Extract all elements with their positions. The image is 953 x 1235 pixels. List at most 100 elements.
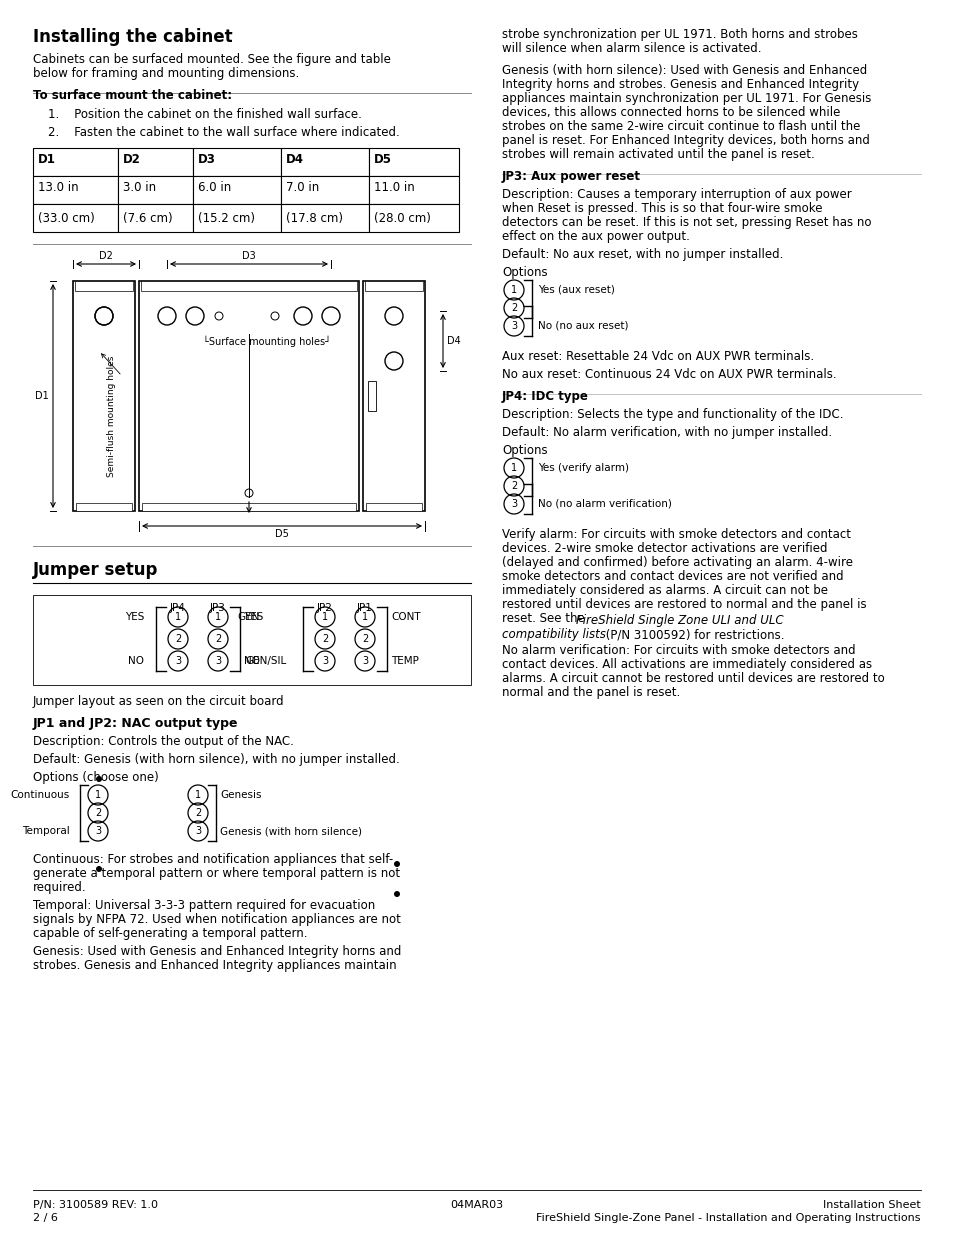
Text: 1: 1 bbox=[95, 790, 101, 800]
Bar bbox=[139, 282, 358, 511]
Text: No aux reset: Continuous 24 Vdc on AUX PWR terminals.: No aux reset: Continuous 24 Vdc on AUX P… bbox=[501, 368, 836, 382]
Text: strobes will remain activated until the panel is reset.: strobes will remain activated until the … bbox=[501, 148, 814, 161]
Circle shape bbox=[96, 866, 102, 872]
Text: Genesis (with horn silence): Used with Genesis and Enhanced: Genesis (with horn silence): Used with G… bbox=[501, 64, 866, 77]
Text: (28.0 cm): (28.0 cm) bbox=[374, 212, 431, 225]
Bar bbox=[193, 204, 281, 232]
Text: generate a temporal pattern or where temporal pattern is not: generate a temporal pattern or where tem… bbox=[33, 867, 399, 881]
Text: 2: 2 bbox=[511, 480, 517, 492]
Text: D3: D3 bbox=[242, 251, 255, 261]
Bar bbox=[118, 177, 193, 204]
Bar bbox=[281, 177, 369, 204]
Bar bbox=[33, 595, 471, 685]
Text: P/N: 3100589 REV: 1.0: P/N: 3100589 REV: 1.0 bbox=[33, 1200, 158, 1210]
Text: 1: 1 bbox=[214, 613, 221, 622]
Text: D4: D4 bbox=[447, 336, 460, 346]
Text: restored until devices are restored to normal and the panel is: restored until devices are restored to n… bbox=[501, 598, 865, 611]
Text: 1: 1 bbox=[194, 790, 201, 800]
Text: 3: 3 bbox=[511, 499, 517, 509]
Text: 11.0 in: 11.0 in bbox=[374, 182, 415, 194]
Text: reset. See the: reset. See the bbox=[501, 613, 588, 625]
Text: D2: D2 bbox=[99, 251, 112, 261]
Text: Aux reset: Resettable 24 Vdc on AUX PWR terminals.: Aux reset: Resettable 24 Vdc on AUX PWR … bbox=[501, 350, 813, 363]
Text: Semi-flush mounting holes: Semi-flush mounting holes bbox=[108, 356, 116, 477]
Text: No (no aux reset): No (no aux reset) bbox=[537, 321, 628, 331]
Text: 2: 2 bbox=[321, 634, 328, 643]
Text: 3: 3 bbox=[95, 826, 101, 836]
Text: JP3: JP3 bbox=[210, 603, 226, 613]
Bar bbox=[73, 282, 135, 511]
Text: 7.0 in: 7.0 in bbox=[286, 182, 319, 194]
Circle shape bbox=[96, 776, 102, 782]
Text: 2: 2 bbox=[361, 634, 368, 643]
Text: 3: 3 bbox=[214, 656, 221, 666]
Text: Temporal: Temporal bbox=[22, 826, 70, 836]
Bar bbox=[363, 282, 424, 511]
Text: 1: 1 bbox=[511, 463, 517, 473]
Bar bbox=[368, 382, 375, 411]
Text: Default: No alarm verification, with no jumper installed.: Default: No alarm verification, with no … bbox=[501, 426, 831, 438]
Text: 1: 1 bbox=[361, 613, 368, 622]
Bar bbox=[193, 148, 281, 177]
Text: smoke detectors and contact devices are not verified and: smoke detectors and contact devices are … bbox=[501, 571, 842, 583]
Text: immediately considered as alarms. A circuit can not be: immediately considered as alarms. A circ… bbox=[501, 584, 827, 597]
Text: YES: YES bbox=[125, 613, 144, 622]
Bar bbox=[369, 177, 458, 204]
Bar bbox=[118, 204, 193, 232]
Text: 1.    Position the cabinet on the finished wall surface.: 1. Position the cabinet on the finished … bbox=[48, 107, 361, 121]
Text: 1: 1 bbox=[174, 613, 181, 622]
Text: (33.0 cm): (33.0 cm) bbox=[38, 212, 94, 225]
Text: JP1 and JP2: NAC output type: JP1 and JP2: NAC output type bbox=[33, 718, 238, 730]
Text: YES: YES bbox=[244, 613, 263, 622]
Bar bbox=[366, 503, 421, 511]
Text: Installing the cabinet: Installing the cabinet bbox=[33, 28, 233, 46]
Text: Description: Causes a temporary interruption of aux power: Description: Causes a temporary interrup… bbox=[501, 188, 851, 201]
Text: signals by NFPA 72. Used when notification appliances are not: signals by NFPA 72. Used when notificati… bbox=[33, 913, 400, 926]
Bar bbox=[76, 503, 132, 511]
Text: alarms. A circuit cannot be restored until devices are restored to: alarms. A circuit cannot be restored unt… bbox=[501, 672, 883, 685]
Bar bbox=[142, 503, 355, 511]
Text: 2: 2 bbox=[511, 303, 517, 312]
Text: effect on the aux power output.: effect on the aux power output. bbox=[501, 230, 689, 243]
Text: D1: D1 bbox=[35, 391, 49, 401]
Circle shape bbox=[394, 861, 399, 867]
Text: Description: Selects the type and functionality of the IDC.: Description: Selects the type and functi… bbox=[501, 408, 842, 421]
Text: Cabinets can be surfaced mounted. See the figure and table: Cabinets can be surfaced mounted. See th… bbox=[33, 53, 391, 65]
Text: Installation Sheet: Installation Sheet bbox=[822, 1200, 920, 1210]
Text: contact devices. All activations are immediately considered as: contact devices. All activations are imm… bbox=[501, 658, 871, 671]
Text: strobes on the same 2-wire circuit continue to flash until the: strobes on the same 2-wire circuit conti… bbox=[501, 120, 860, 133]
Text: Yes (aux reset): Yes (aux reset) bbox=[537, 285, 615, 295]
Text: (15.2 cm): (15.2 cm) bbox=[198, 212, 254, 225]
Text: 13.0 in: 13.0 in bbox=[38, 182, 78, 194]
Text: D2: D2 bbox=[123, 153, 141, 165]
Text: 1: 1 bbox=[511, 285, 517, 295]
Text: Jumper layout as seen on the circuit board: Jumper layout as seen on the circuit boa… bbox=[33, 695, 284, 708]
Text: JP2: JP2 bbox=[316, 603, 333, 613]
Text: To surface mount the cabinet:: To surface mount the cabinet: bbox=[33, 89, 232, 103]
Text: (delayed and confirmed) before activating an alarm. 4-wire: (delayed and confirmed) before activatin… bbox=[501, 556, 852, 569]
Circle shape bbox=[394, 890, 399, 897]
Text: JP4: JP4 bbox=[170, 603, 186, 613]
Text: compatibility lists: compatibility lists bbox=[501, 629, 605, 641]
Bar bbox=[33, 204, 118, 232]
Text: No alarm verification: For circuits with smoke detectors and: No alarm verification: For circuits with… bbox=[501, 643, 855, 657]
Text: Options: Options bbox=[501, 445, 547, 457]
Bar bbox=[33, 177, 118, 204]
Text: panel is reset. For Enhanced Integrity devices, both horns and: panel is reset. For Enhanced Integrity d… bbox=[501, 135, 869, 147]
Text: Options (choose one): Options (choose one) bbox=[33, 771, 158, 784]
Text: Genesis (with horn silence): Genesis (with horn silence) bbox=[220, 826, 361, 836]
Text: 3: 3 bbox=[511, 321, 517, 331]
Bar bbox=[365, 282, 422, 291]
Text: 3: 3 bbox=[194, 826, 201, 836]
Text: TEMP: TEMP bbox=[391, 656, 418, 666]
Text: Temporal: Universal 3-3-3 pattern required for evacuation: Temporal: Universal 3-3-3 pattern requir… bbox=[33, 899, 375, 911]
Text: GEN: GEN bbox=[237, 613, 260, 622]
Text: JP3: Aux power reset: JP3: Aux power reset bbox=[501, 170, 640, 183]
Text: appliances maintain synchronization per UL 1971. For Genesis: appliances maintain synchronization per … bbox=[501, 91, 870, 105]
Text: FireShield Single-Zone Panel - Installation and Operating Instructions: FireShield Single-Zone Panel - Installat… bbox=[536, 1213, 920, 1223]
Text: Genesis: Genesis bbox=[220, 790, 261, 800]
Bar bbox=[33, 148, 118, 177]
Text: devices. 2-wire smoke detector activations are verified: devices. 2-wire smoke detector activatio… bbox=[501, 542, 826, 555]
Text: 1: 1 bbox=[321, 613, 328, 622]
Text: Continuous: For strobes and notification appliances that self-: Continuous: For strobes and notification… bbox=[33, 853, 393, 866]
